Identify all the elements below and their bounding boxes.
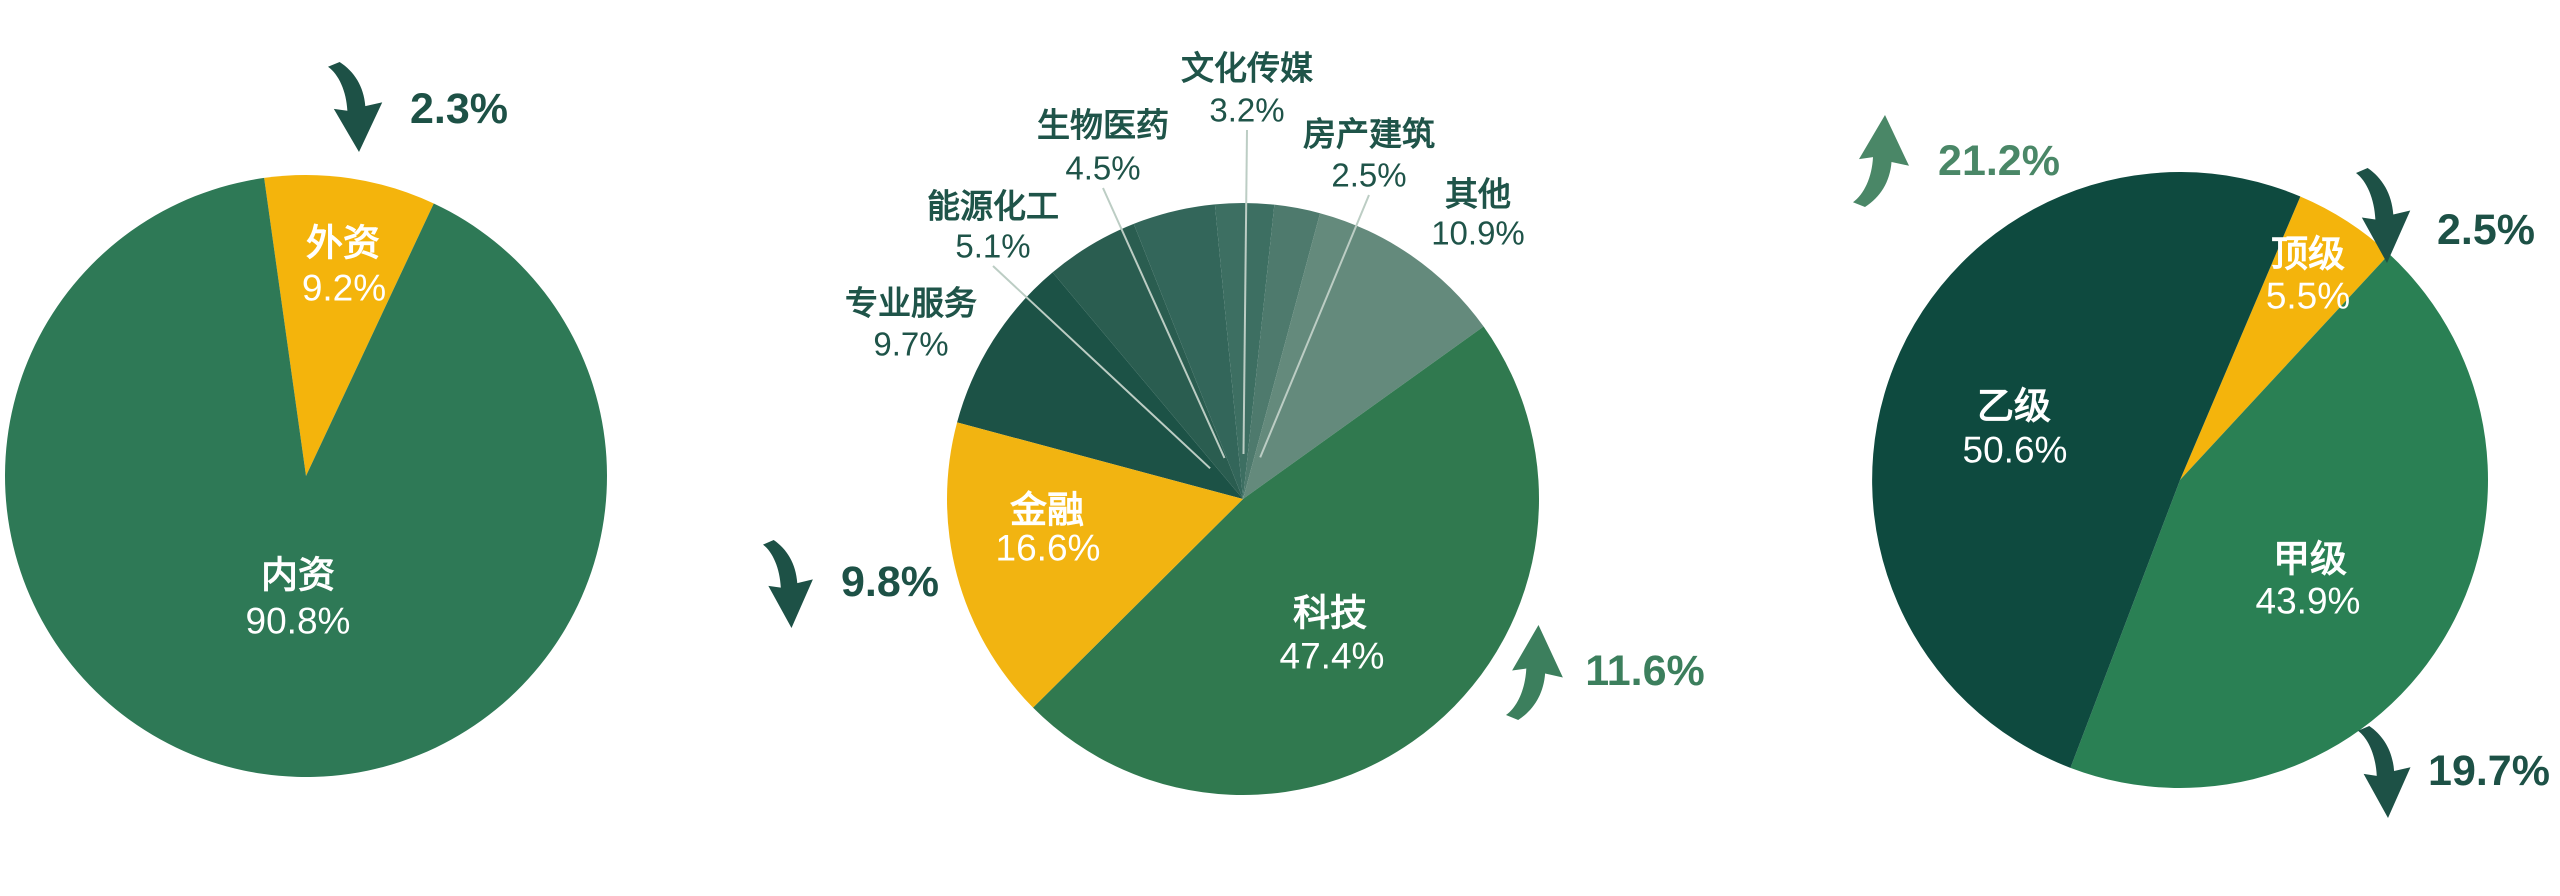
slice-label-real-estate-construction: 房产建筑 bbox=[1303, 116, 1435, 153]
slice-pct-professional-services: 9.7% bbox=[873, 326, 948, 363]
arrow-down-icon bbox=[2358, 726, 2411, 818]
slice-pct-culture-media: 3.2% bbox=[1209, 92, 1284, 129]
slice-pct-others: 10.9% bbox=[1431, 215, 1525, 252]
indicator-value-building-grade-change-down-2: 19.7% bbox=[2428, 747, 2550, 795]
slice-pct-biotech-pharma: 4.5% bbox=[1065, 150, 1140, 187]
slice-pct-domestic-capital: 90.8% bbox=[246, 601, 351, 642]
slice-professional-services bbox=[957, 272, 1243, 499]
slice-premium-grade bbox=[2180, 196, 2390, 481]
slice-label-technology: 科技 bbox=[1293, 593, 1367, 634]
leader-line-real-estate-construction bbox=[1259, 194, 1370, 458]
leader-line-biotech-pharma bbox=[1102, 187, 1226, 459]
slice-grade-a bbox=[2070, 254, 2489, 788]
slice-label-energy-chemicals: 能源化工 bbox=[927, 188, 1059, 225]
leader-line-culture-media bbox=[1242, 129, 1248, 455]
slice-label-premium-grade: 顶级 bbox=[2271, 234, 2345, 275]
slice-pct-energy-chemicals: 5.1% bbox=[955, 228, 1030, 265]
slice-pct-technology: 47.4% bbox=[1280, 636, 1385, 677]
indicator-value-building-grade-change-up: 21.2% bbox=[1938, 137, 2060, 185]
arrow-down-icon bbox=[763, 540, 813, 628]
slice-label-grade-a: 甲级 bbox=[2273, 539, 2347, 580]
slice-others bbox=[1243, 213, 1484, 499]
slice-pct-finance: 16.6% bbox=[996, 528, 1101, 569]
indicator-value-building-grade-change-down: 2.5% bbox=[2437, 206, 2535, 254]
slice-technology bbox=[1033, 326, 1540, 796]
slice-finance bbox=[947, 422, 1243, 708]
indicator-value-industry-mix-change-down: 9.8% bbox=[841, 558, 939, 606]
slice-label-culture-media: 文化传媒 bbox=[1181, 50, 1314, 87]
slice-energy-chemicals bbox=[1052, 223, 1243, 499]
arrow-up-icon bbox=[1853, 115, 1909, 207]
slice-pct-grade-a: 43.9% bbox=[2256, 581, 2361, 622]
arrow-down-icon bbox=[328, 62, 383, 153]
arrow-up-icon bbox=[1506, 625, 1563, 720]
indicator-value-capital-source-change-down: 2.3% bbox=[410, 85, 508, 133]
slice-grade-b bbox=[1872, 172, 2301, 768]
slice-real-estate-construction bbox=[1243, 204, 1321, 500]
leader-line-energy-chemicals bbox=[992, 265, 1211, 470]
slice-label-biotech-pharma: 生物医药 bbox=[1037, 107, 1169, 144]
slice-foreign-capital bbox=[264, 175, 434, 477]
slice-label-others: 其他 bbox=[1445, 176, 1511, 213]
slice-pct-grade-b: 50.6% bbox=[1963, 430, 2068, 471]
slice-label-professional-services: 专业服务 bbox=[845, 285, 977, 322]
slice-pct-foreign-capital: 9.2% bbox=[302, 268, 386, 309]
slice-pct-real-estate-construction: 2.5% bbox=[1331, 157, 1406, 194]
pie-capital-source: 外资9.2% 内资 90.8% 2.3% bbox=[4, 62, 607, 778]
indicator-value-industry-mix-change-up: 11.6% bbox=[1585, 647, 1705, 695]
slice-label-domestic-capital: 内资 bbox=[261, 555, 335, 596]
slice-pct-premium-grade: 5.5% bbox=[2266, 276, 2350, 317]
arrow-down-icon bbox=[2356, 168, 2411, 263]
slice-label-foreign-capital: 外资 bbox=[306, 223, 380, 264]
slice-label-grade-b: 乙级 bbox=[1977, 386, 2051, 427]
slice-label-finance: 金融 bbox=[1010, 489, 1084, 531]
slice-domestic-capital bbox=[4, 177, 607, 778]
slice-biotech-pharma bbox=[1133, 204, 1243, 499]
